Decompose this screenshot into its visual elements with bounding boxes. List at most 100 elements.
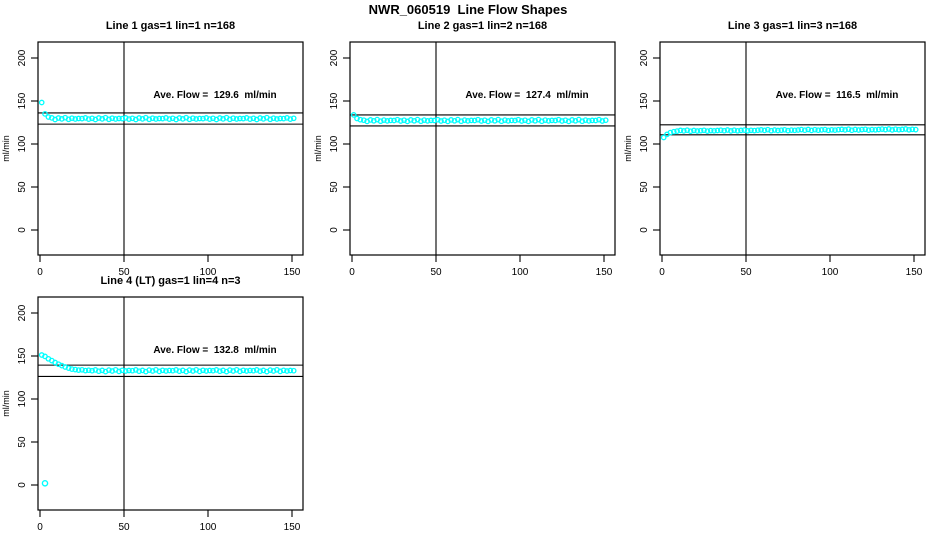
data-point (166, 116, 173, 122)
y-tick-label: 0 (639, 227, 650, 233)
data-point (801, 127, 808, 134)
data-point (465, 118, 471, 124)
x-tick-label: 100 (200, 522, 217, 533)
data-point (518, 118, 525, 124)
data-point (697, 127, 704, 134)
data-point (257, 368, 263, 375)
data-point (832, 127, 838, 133)
data-point (835, 126, 842, 133)
data-point (122, 368, 129, 374)
data-point (156, 115, 163, 122)
ave-flow-annotation: Ave. Flow = 116.5 ml/min (776, 90, 899, 101)
y-tick-label: 200 (329, 49, 340, 66)
data-point (129, 367, 136, 374)
data-point (562, 117, 569, 124)
data-point (99, 116, 106, 122)
data-point (879, 126, 885, 132)
data-point (240, 115, 247, 122)
data-point (153, 116, 159, 122)
data-point (270, 115, 277, 122)
data-point (65, 116, 72, 123)
data-point (139, 116, 146, 122)
data-point (350, 112, 357, 118)
data-point (116, 115, 122, 122)
data-point (771, 127, 778, 133)
data-point (738, 127, 744, 134)
data-point (892, 126, 899, 133)
data-point (139, 367, 146, 374)
data-point (146, 116, 153, 123)
data-point (502, 117, 508, 123)
data-point (136, 368, 142, 375)
data-point (247, 116, 253, 122)
data-point (714, 127, 721, 134)
ave-flow-annotation: Ave. Flow = 129.6 ml/min (153, 90, 276, 101)
data-point (721, 127, 728, 134)
data-point (859, 126, 865, 133)
data-point (424, 118, 431, 124)
data-point (549, 117, 555, 124)
panel-title-line-4: Line 4 (LT) gas=1 lin=4 n=3 (100, 275, 241, 287)
x-tick-label: 100 (512, 267, 529, 278)
data-point (119, 367, 126, 374)
data-point (407, 117, 414, 123)
y-axis-title: ml/min (1, 390, 11, 417)
data-point (684, 127, 691, 134)
y-axis-title: ml/min (1, 135, 11, 162)
y-tick-label: 100 (639, 135, 650, 152)
x-tick-label: 150 (284, 522, 301, 533)
data-point (42, 111, 48, 117)
data-point (277, 368, 284, 375)
data-point (687, 128, 694, 135)
data-point (156, 368, 163, 375)
data-point (106, 116, 112, 123)
panel-plot-line-1: 0 50 100 150 0 50 100 150 200 ml/min Ave. Flow = 1… (1, 41, 304, 278)
data-point (79, 366, 85, 373)
data-point (250, 115, 257, 122)
data-point (163, 368, 169, 374)
y-tick-label: 50 (329, 181, 340, 193)
data-point (85, 116, 92, 122)
ave-flow-annotation: Ave. Flow = 132.8 ml/min (153, 345, 276, 356)
data-point (190, 368, 196, 374)
data-point (734, 127, 741, 134)
data-point (176, 115, 183, 121)
data-point (357, 116, 364, 123)
data-points (38, 352, 297, 487)
data-point (875, 126, 882, 133)
data-point (711, 127, 717, 134)
y-axis-title: ml/min (623, 135, 633, 162)
data-point (448, 117, 454, 123)
data-point (146, 367, 153, 373)
data-point (267, 116, 274, 123)
data-point (885, 126, 892, 132)
y-tick-label: 100 (17, 390, 28, 407)
x-tick-label: 50 (430, 267, 442, 278)
data-point (552, 117, 559, 124)
data-point (748, 127, 754, 134)
data-point (808, 127, 815, 134)
data-point (845, 126, 852, 133)
data-point (55, 115, 62, 121)
data-point (99, 367, 106, 374)
data-point (694, 128, 701, 134)
data-point (287, 367, 294, 374)
data-point (731, 127, 738, 134)
data-point (882, 126, 889, 133)
data-point (822, 126, 828, 133)
data-point (508, 117, 515, 124)
y-tick-label: 100 (329, 135, 340, 152)
data-point (512, 117, 518, 124)
data-point (126, 116, 132, 122)
data-point (795, 127, 801, 133)
data-point (785, 127, 791, 134)
data-point (660, 134, 667, 141)
data-points (660, 126, 919, 141)
data-point (89, 367, 95, 374)
data-point (872, 126, 879, 133)
data-point (582, 117, 589, 123)
data-point (899, 126, 906, 133)
y-tick-label: 150 (17, 92, 28, 109)
y-tick-label: 50 (17, 181, 28, 193)
data-point (149, 115, 156, 122)
